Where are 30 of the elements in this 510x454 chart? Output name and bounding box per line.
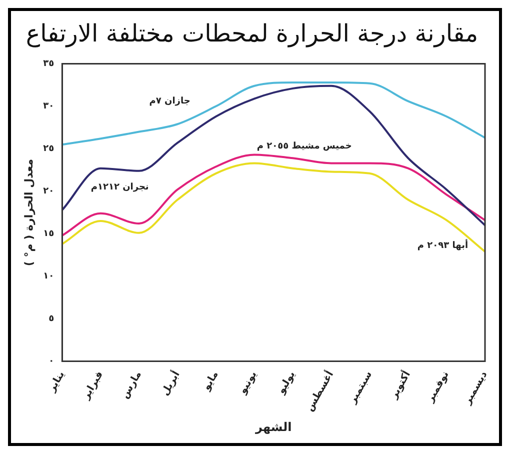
line-series [61,154,486,236]
x-tick-label: يونيو [237,369,260,397]
x-tick-label: سبتمبر [346,369,375,406]
y-tick-label: ٠ [48,356,54,367]
x-tick-label: أبريل [158,368,182,398]
x-tick-label: مارس [120,370,144,401]
y-tick-label: ٥ [48,314,54,324]
x-tick-label: يناير [46,369,68,395]
x-tick-label: أكتوبر [386,368,413,402]
x-tick-label: فبراير [80,370,106,402]
x-tick-label: نوفمبر [424,370,452,405]
x-tick-label: مايو [200,370,221,394]
y-tick-label: ١٠ [43,272,54,282]
x-tick-label: أغسطس [302,368,336,414]
x-tick-label: ديسمبر [462,370,490,408]
line-series [61,84,486,226]
x-axis-title: الشهر [254,420,292,434]
series-label: نجران ١٢١٢م [90,182,149,193]
series-label: جازان ٧م [149,96,190,107]
series-label: خميس مشيط ٢٠٥٥ م [256,142,352,152]
y-tick-label: ٣٥ [43,59,54,70]
chart-title: مقارنة درجة الحرارة لمحطات مختلفة الارتفاع [26,20,478,48]
series-label: أبها ٢٠٩٣ م [417,239,468,252]
y-axis-title: معدل الحرارة ( م° ) [22,158,36,266]
y-tick-label: ١٥ [43,229,54,240]
y-tick-label: ٢٠ [43,186,54,197]
y-tick-label: ٢٥ [43,144,54,154]
y-tick-label: ٣٠ [43,102,54,112]
x-tick-label: يوليو [276,369,298,397]
line-series [61,162,486,253]
